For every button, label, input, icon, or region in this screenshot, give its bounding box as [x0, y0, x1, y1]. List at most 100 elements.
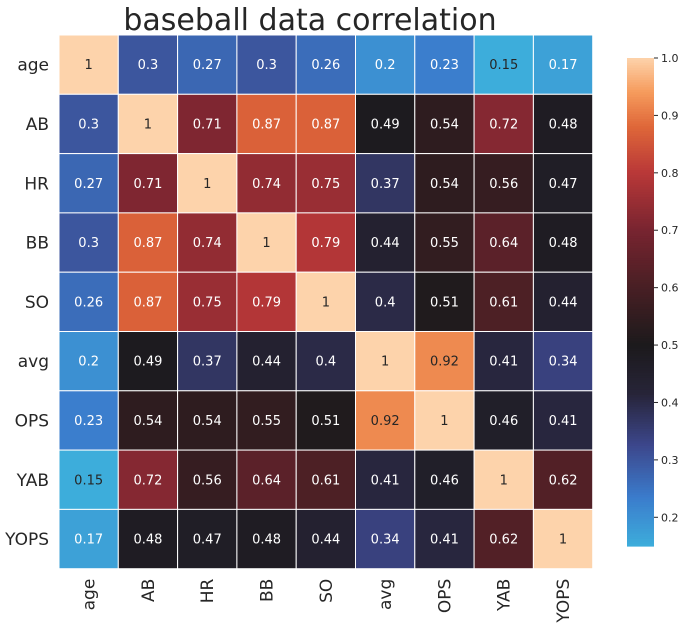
- colorbar-segment: [627, 223, 654, 227]
- cell-value-label: 0.3: [256, 58, 277, 73]
- heatmap-cell: [532, 271, 594, 333]
- colorbar-segment: [627, 228, 654, 232]
- colorbar-segment: [627, 216, 654, 220]
- colorbar-segment: [627, 384, 654, 388]
- colorbar-segment: [627, 87, 654, 91]
- colorbar-segment: [627, 72, 654, 76]
- cell-value-label: 0.56: [193, 473, 222, 488]
- colorbar-segment: [627, 255, 654, 259]
- colorbar-segment: [627, 348, 654, 352]
- colorbar-segment: [627, 497, 654, 501]
- cell-value-label: 0.54: [430, 117, 459, 132]
- colorbar-segment: [627, 355, 654, 359]
- colorbar-segment: [627, 184, 654, 188]
- cell-value-label: 1: [322, 295, 330, 310]
- colorbar-segment: [627, 131, 654, 135]
- cell-value-label: 0.62: [549, 473, 578, 488]
- colorbar-segment: [627, 470, 654, 474]
- colorbar-segment: [627, 411, 654, 415]
- y-tick-label: YAB: [16, 471, 49, 491]
- heatmap-cell: [117, 331, 179, 392]
- heatmap-cell: [58, 34, 119, 95]
- colorbar-segment: [627, 79, 654, 83]
- colorbar-tick-label: 0.5: [661, 339, 679, 352]
- colorbar-segment: [627, 365, 654, 369]
- colorbar-segment: [627, 97, 654, 101]
- colorbar-segment: [627, 465, 654, 469]
- colorbar-segment: [627, 133, 654, 137]
- colorbar-segment: [627, 114, 654, 118]
- colorbar-segment: [627, 458, 654, 462]
- colorbar-segment: [627, 504, 654, 508]
- colorbar-segment: [627, 506, 654, 510]
- colorbar-segment: [627, 265, 654, 269]
- colorbar-segment: [627, 94, 654, 98]
- x-tick-label: SO: [317, 579, 337, 603]
- colorbar-segment: [627, 345, 654, 349]
- y-tick-label: SO: [25, 293, 49, 313]
- cell-value-label: 0.56: [489, 177, 518, 192]
- cell-value-label: 0.46: [430, 473, 459, 488]
- cell-value-label: 0.2: [375, 58, 396, 73]
- cell-value-label: 0.17: [74, 533, 103, 548]
- heatmap-cell: [177, 153, 238, 214]
- colorbar-segment: [627, 499, 654, 503]
- cell-value-label: 0.15: [489, 58, 518, 73]
- colorbar-segment: [627, 433, 654, 437]
- colorbar-segment: [627, 214, 654, 218]
- colorbar-segment: [627, 424, 654, 428]
- colorbar-segment: [627, 363, 654, 367]
- colorbar-segment: [627, 209, 654, 213]
- heatmap-cell: [58, 271, 119, 333]
- cell-value-label: 0.44: [549, 295, 578, 310]
- colorbar-segment: [627, 516, 654, 520]
- colorbar-segment: [627, 245, 654, 249]
- heatmap-cell: [532, 212, 594, 273]
- x-tick-label: age: [80, 579, 100, 611]
- colorbar: 0.2 0.3 0.4 0.5 0.6 0.7 0.8 0.9 1.0: [627, 52, 679, 547]
- colorbar-segment: [627, 531, 654, 535]
- heatmap-cell: [295, 153, 357, 214]
- colorbar-segment: [627, 194, 654, 198]
- colorbar-segment: [627, 428, 654, 432]
- colorbar-segment: [627, 143, 654, 147]
- heatmap-cell: [295, 331, 357, 392]
- colorbar-segment: [627, 326, 654, 330]
- colorbar-segment: [627, 460, 654, 464]
- colorbar-segment: [627, 160, 654, 164]
- colorbar-segment: [627, 138, 654, 142]
- colorbar-segment: [627, 323, 654, 327]
- colorbar-segment: [627, 360, 654, 364]
- cell-value-label: 1: [559, 533, 567, 548]
- heatmap-cell: [236, 153, 297, 214]
- colorbar-segment: [627, 150, 654, 154]
- colorbar-segment: [627, 236, 654, 240]
- cell-value-label: 0.44: [311, 533, 340, 548]
- colorbar-segment: [627, 167, 654, 171]
- cell-value-label: 0.51: [430, 295, 459, 310]
- x-tick-label: BB: [258, 579, 278, 602]
- colorbar-segment: [627, 297, 654, 301]
- colorbar-segment: [627, 177, 654, 181]
- heatmap-cell: [117, 34, 179, 95]
- cell-value-label: 0.87: [252, 117, 281, 132]
- colorbar-segment: [627, 123, 654, 127]
- colorbar-segment: [627, 206, 654, 210]
- cell-value-label: 0.37: [371, 177, 400, 192]
- colorbar-segment: [627, 402, 654, 406]
- cell-value-label: 1: [381, 355, 389, 370]
- colorbar-segment: [627, 241, 654, 245]
- heatmap-cell: [473, 331, 534, 392]
- cell-value-label: 1: [500, 473, 508, 488]
- colorbar-segment: [627, 187, 654, 191]
- heatmap-cell: [58, 212, 119, 273]
- cell-value-label: 0.44: [252, 355, 281, 370]
- colorbar-segment: [627, 509, 654, 513]
- heatmap-cell: [58, 508, 119, 570]
- colorbar-segment: [627, 538, 654, 542]
- colorbar-segment: [627, 338, 654, 342]
- cell-value-label: 0.72: [489, 117, 518, 132]
- heatmap-cell: [58, 390, 119, 451]
- cell-value-label: 0.79: [311, 236, 340, 251]
